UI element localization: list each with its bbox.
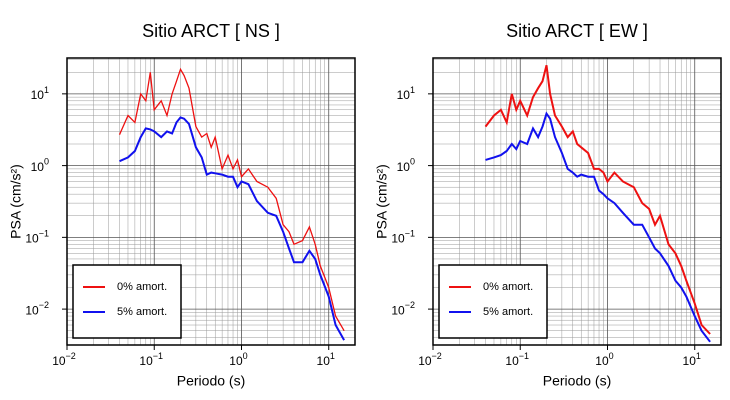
chart-title: Sitio ARCT [ EW ]: [506, 21, 648, 41]
plot-frame: [66, 57, 356, 346]
x-tick-label: 101: [683, 351, 701, 368]
x-tick-label: 10−2: [418, 351, 442, 368]
series-line: [485, 111, 711, 343]
plot: Sitio ARCT [ EW ]Periodo (s)PSA (cm/s²)1…: [374, 21, 722, 389]
series-line: [118, 67, 345, 332]
legend-label: 5% amort.: [117, 306, 167, 318]
y-tick-label: 100: [31, 157, 49, 174]
tick-exponent: −2: [405, 300, 415, 310]
legend-label: 5% amort.: [483, 306, 533, 318]
series-line: [484, 65, 711, 335]
x-tick-label: 10−1: [505, 351, 529, 368]
tick-exponent: 1: [410, 85, 415, 95]
plot-frame: [432, 57, 722, 346]
y-tick-label: 10−1: [25, 229, 49, 246]
tick-exponent: −1: [519, 351, 529, 361]
legend-box: [438, 264, 548, 339]
tick-exponent: −2: [432, 351, 442, 361]
chart-title: Sitio ARCT [ NS ]: [142, 21, 280, 41]
y-tick-label: 10−2: [391, 300, 415, 317]
legend-box: [72, 264, 182, 339]
legend-label: 0% amort.: [483, 281, 533, 293]
plot: Sitio ARCT [ NS ]Periodo (s)PSA (cm/s²)1…: [8, 21, 356, 389]
y-axis-label: PSA (cm/s²): [374, 164, 390, 239]
series-line: [119, 116, 345, 341]
tick-exponent: 0: [243, 351, 248, 361]
tick-exponent: 1: [696, 351, 701, 361]
x-tick-label: 100: [595, 351, 613, 368]
tick-exponent: 0: [44, 157, 49, 167]
x-tick-label: 10−1: [139, 351, 163, 368]
tick-exponent: −1: [405, 229, 415, 239]
tick-exponent: 1: [44, 85, 49, 95]
y-tick-label: 101: [397, 85, 415, 102]
tick-exponent: −1: [39, 229, 49, 239]
y-tick-label: 10−1: [391, 229, 415, 246]
x-axis-label: Periodo (s): [543, 373, 611, 389]
tick-exponent: 1: [330, 351, 335, 361]
y-tick-label: 10−2: [25, 300, 49, 317]
y-axis-label: PSA (cm/s²): [8, 164, 24, 239]
y-tick-label: 101: [31, 85, 49, 102]
tick-exponent: −1: [153, 351, 163, 361]
x-tick-label: 101: [317, 351, 335, 368]
tick-exponent: 0: [410, 157, 415, 167]
y-tick-label: 100: [397, 157, 415, 174]
tick-exponent: 0: [609, 351, 614, 361]
x-axis-label: Periodo (s): [177, 373, 245, 389]
x-tick-label: 100: [229, 351, 247, 368]
x-tick-label: 10−2: [52, 351, 76, 368]
tick-exponent: −2: [66, 351, 76, 361]
legend-label: 0% amort.: [117, 281, 167, 293]
tick-exponent: −2: [39, 300, 49, 310]
